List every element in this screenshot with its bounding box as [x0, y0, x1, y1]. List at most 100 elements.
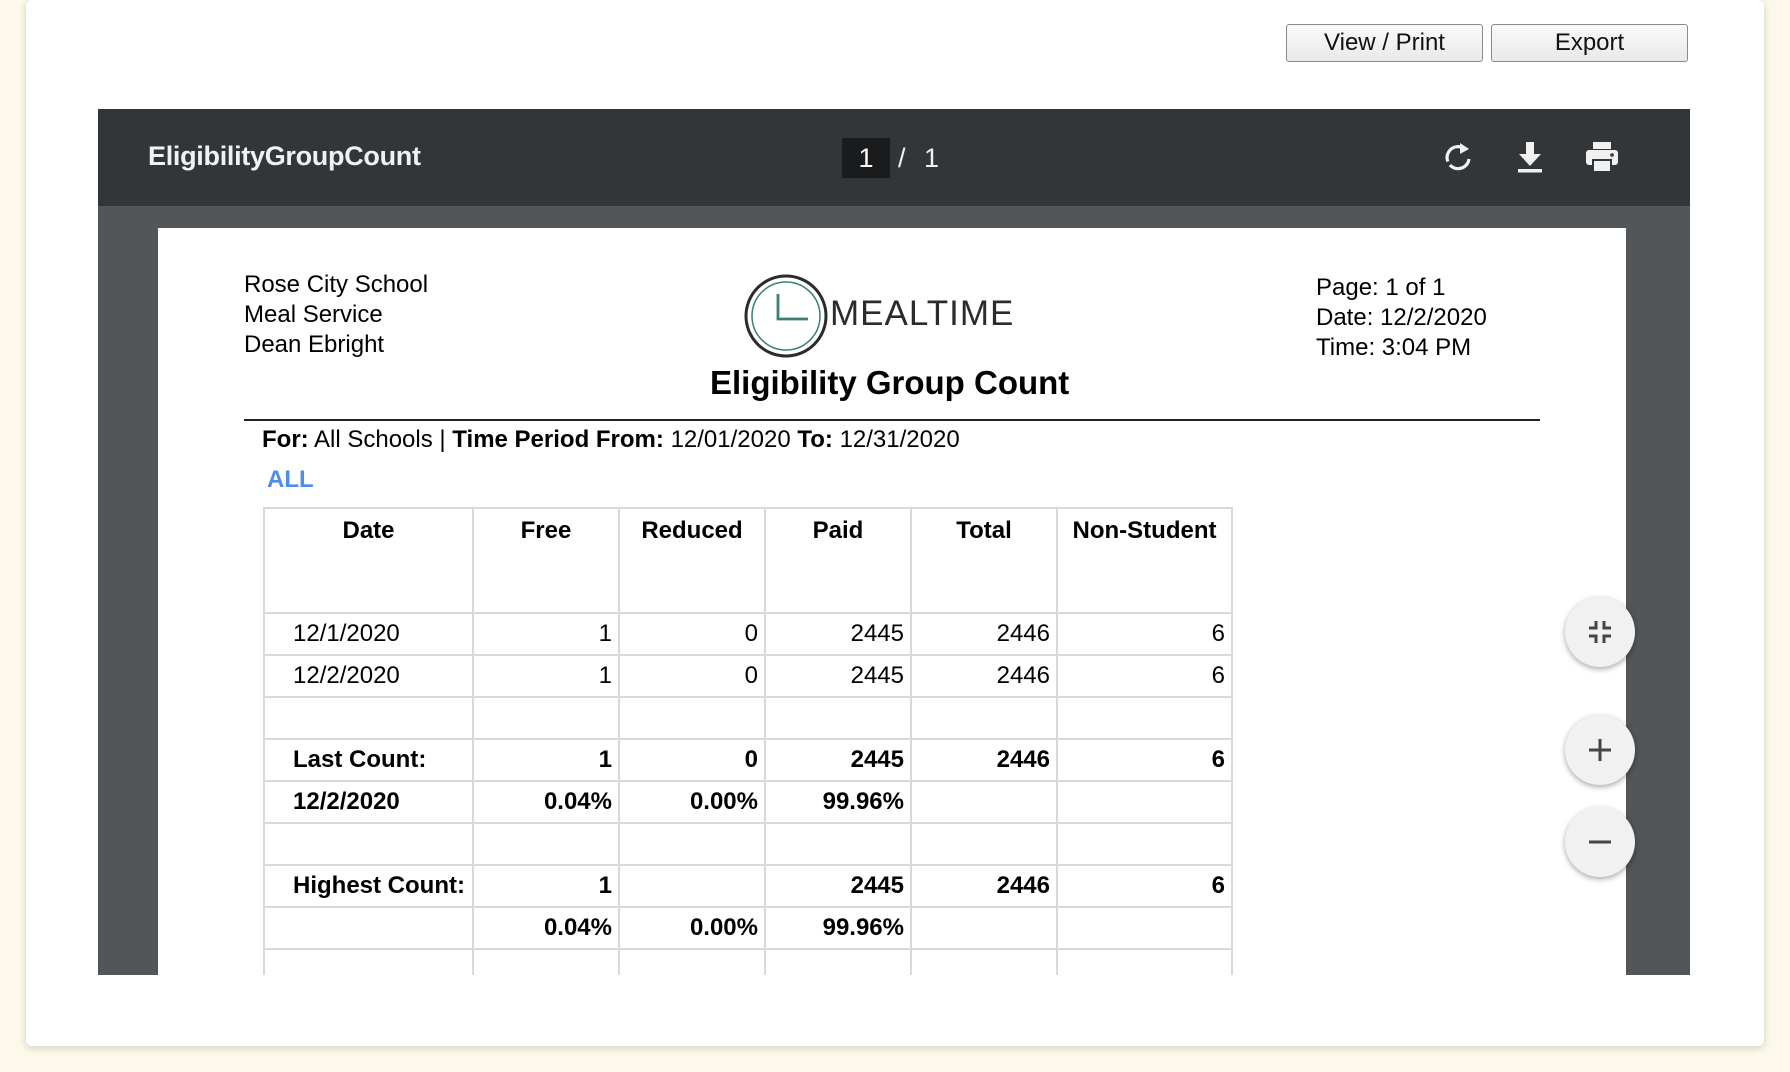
cell-reduced: 0.00%	[618, 780, 766, 824]
report-meta: Page: 1 of 1 Date: 12/2/2020 Time: 3:04 …	[1316, 273, 1487, 363]
zoom-in-button[interactable]	[1565, 715, 1635, 785]
zoom-out-button[interactable]	[1565, 807, 1635, 877]
report-page: Rose City School Meal Service Dean Ebrig…	[158, 228, 1626, 975]
to-label: To:	[797, 426, 833, 453]
cell-non-student: 6	[1056, 612, 1233, 656]
cell-date: Last Count:	[263, 738, 474, 782]
fit-to-page-icon	[1589, 621, 1611, 643]
pdf-toolbar: EligibilityGroupCount 1 / 1	[98, 109, 1690, 206]
export-button[interactable]: Export	[1491, 24, 1688, 62]
for-label: For:	[262, 426, 309, 453]
from-value: 12/01/2020	[670, 426, 791, 453]
table-row: Highest Count: 1 2445 2446 6	[263, 864, 1233, 908]
column-header-date: Date	[263, 507, 474, 614]
column-header-non-student: Non-Student	[1056, 507, 1233, 614]
cell-total	[910, 906, 1058, 950]
report-filter: For: All Schools | Time Period From: 12/…	[262, 426, 960, 454]
cell-non-student	[1056, 696, 1233, 740]
cell-reduced: 0.00%	[618, 906, 766, 950]
table-row	[263, 696, 1233, 740]
cell-non-student: 6	[1056, 738, 1233, 782]
cell-non-student: 6	[1056, 864, 1233, 908]
cell-total	[910, 780, 1058, 824]
table-row: Last Count: 1 0 2445 2446 6	[263, 738, 1233, 782]
page-info: Page: 1 of 1	[1316, 274, 1446, 301]
cell-reduced: 0	[618, 612, 766, 656]
report-title: Eligibility Group Count	[710, 364, 1070, 401]
cell-non-student	[1056, 822, 1233, 866]
organization-name: Rose City School	[244, 271, 429, 298]
table-body: 12/1/2020 1 0 2445 2446 6 12/2/2020 1 0 2445 2446 6…	[263, 612, 1233, 975]
cell-date	[263, 696, 474, 740]
cell-free: 1	[472, 738, 620, 782]
cell-date	[263, 948, 474, 975]
cell-free: 1	[472, 654, 620, 698]
cell-date	[263, 822, 474, 866]
cell-non-student	[1056, 780, 1233, 824]
cell-free: 1	[472, 864, 620, 908]
document-title: EligibilityGroupCount	[148, 141, 421, 171]
cell-date: 12/2/2020	[263, 654, 474, 698]
fit-to-page-button[interactable]	[1565, 597, 1635, 667]
cell-free: 0.04%	[472, 780, 620, 824]
report-time: Time: 3:04 PM	[1316, 334, 1472, 361]
cell-paid: 2445	[764, 612, 912, 656]
table-row: 12/1/2020 1 0 2445 2446 6	[263, 612, 1233, 656]
zoom-out-icon	[1589, 840, 1611, 844]
cell-paid	[764, 822, 912, 866]
download-icon[interactable]	[1510, 137, 1550, 177]
cell-paid: 2445	[764, 738, 912, 782]
rotate-icon[interactable]	[1438, 137, 1478, 177]
table-row	[263, 948, 1233, 975]
cell-total: 2446	[910, 612, 1058, 656]
print-icon[interactable]	[1582, 137, 1622, 177]
to-value: 12/31/2020	[839, 426, 960, 453]
cell-date	[263, 906, 474, 950]
cell-free	[472, 696, 620, 740]
cell-total	[910, 696, 1058, 740]
table-header-row: Date Free Reduced Paid Total Non-Student	[263, 507, 1233, 614]
cell-non-student: 6	[1056, 654, 1233, 698]
cell-free: 1	[472, 612, 620, 656]
logo-text: MEALTIME	[830, 294, 1015, 333]
period-label: Time Period From:	[452, 426, 664, 453]
cell-total	[910, 822, 1058, 866]
cell-free	[472, 822, 620, 866]
for-value: All Schools |	[314, 426, 446, 453]
cell-paid	[764, 696, 912, 740]
table-row: 0.04% 0.00% 99.96%	[263, 906, 1233, 950]
header-divider	[244, 419, 1540, 421]
cell-non-student	[1056, 948, 1233, 975]
cell-date: Highest Count:	[263, 864, 474, 908]
organization-info: Rose City School Meal Service Dean Ebrig…	[244, 270, 428, 360]
eligibility-table: Date Free Reduced Paid Total Non-Student…	[263, 507, 1233, 975]
cell-reduced: 0	[618, 654, 766, 698]
cell-date: 12/1/2020	[263, 612, 474, 656]
page-separator: /	[898, 143, 906, 173]
column-header-reduced: Reduced	[618, 507, 766, 614]
cell-total: 2446	[910, 654, 1058, 698]
cell-reduced	[618, 948, 766, 975]
table-row	[263, 822, 1233, 866]
column-header-total: Total	[910, 507, 1058, 614]
cell-total: 2446	[910, 864, 1058, 908]
cell-paid: 99.96%	[764, 906, 912, 950]
table-row: 12/2/2020 1 0 2445 2446 6	[263, 654, 1233, 698]
cell-reduced	[618, 822, 766, 866]
cell-reduced: 0	[618, 738, 766, 782]
view-print-button[interactable]: View / Print	[1286, 24, 1483, 62]
cell-paid: 2445	[764, 864, 912, 908]
page-number-input[interactable]: 1	[842, 138, 890, 178]
cell-paid: 99.96%	[764, 780, 912, 824]
department-name: Meal Service	[244, 301, 383, 328]
report-date: Date: 12/2/2020	[1316, 304, 1487, 331]
cell-date: 12/2/2020	[263, 780, 474, 824]
user-name: Dean Ebright	[244, 331, 385, 358]
cell-non-student	[1056, 906, 1233, 950]
table-row: 12/2/2020 0.04% 0.00% 99.96%	[263, 780, 1233, 824]
page-total: 1	[924, 143, 940, 173]
pdf-viewer: EligibilityGroupCount 1 / 1	[98, 109, 1690, 975]
group-label: ALL	[267, 466, 314, 493]
cell-paid: 2445	[764, 654, 912, 698]
column-header-free: Free	[472, 507, 620, 614]
